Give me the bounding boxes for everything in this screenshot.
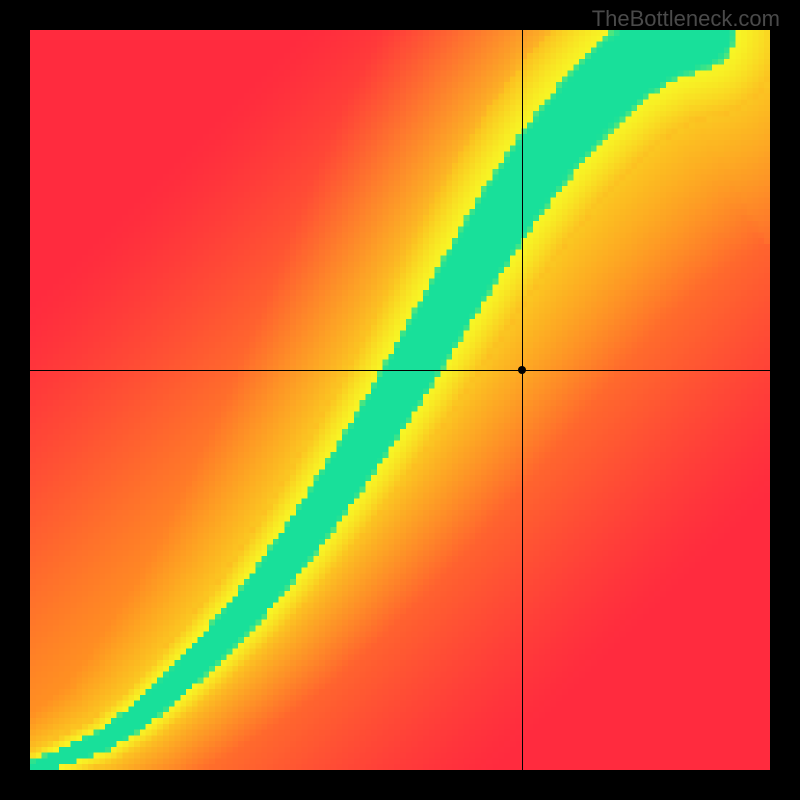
marker-dot (518, 366, 526, 374)
crosshair-horizontal (30, 370, 770, 371)
watermark-text: TheBottleneck.com (592, 6, 780, 32)
crosshair-vertical (522, 30, 523, 770)
heatmap-plot (30, 30, 770, 770)
heatmap-canvas (30, 30, 770, 770)
